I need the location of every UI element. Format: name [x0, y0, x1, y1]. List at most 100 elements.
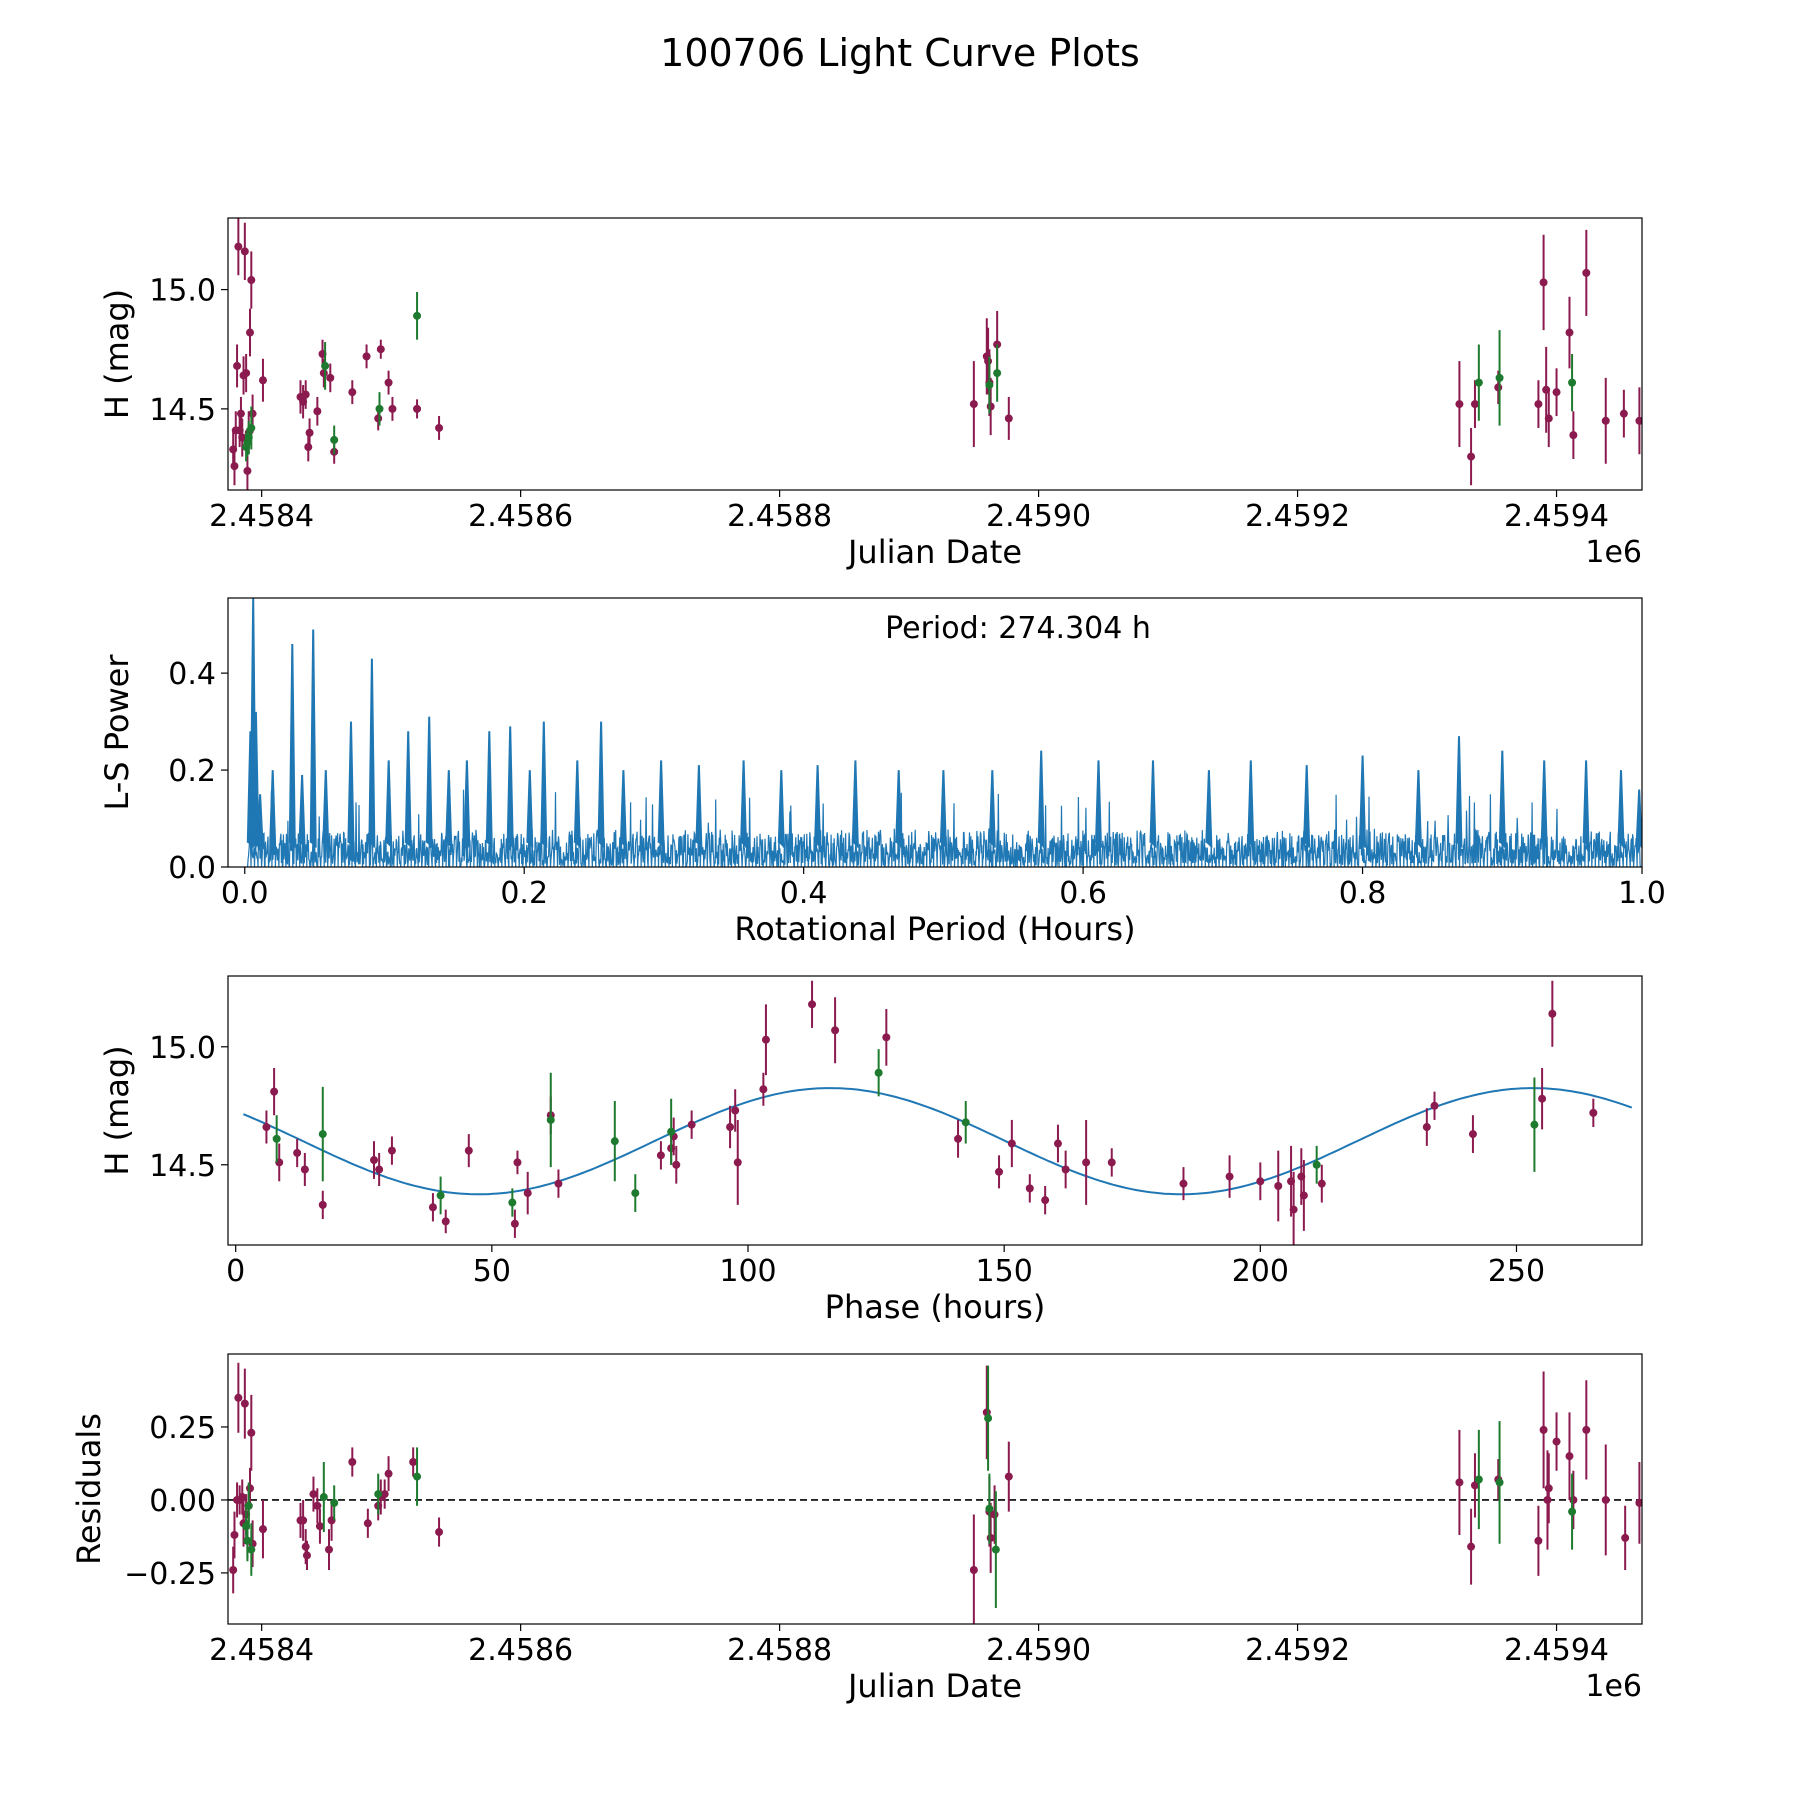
data-point [1004, 1472, 1013, 1481]
data-layer [243, 980, 1633, 1245]
data-point [247, 423, 256, 432]
periodogram-peak [1149, 760, 1157, 848]
x-offset-label: 1e6 [1585, 535, 1642, 570]
periodogram-peak [269, 770, 277, 848]
data-point [387, 1146, 396, 1155]
data-point [984, 357, 993, 366]
axes-frame [227, 217, 1643, 491]
data-point [244, 1501, 253, 1510]
y-tick-label: 15.0 [149, 274, 216, 309]
x-axis-label: Julian Date [846, 1667, 1022, 1705]
periodogram-peak [288, 643, 296, 848]
data-point [240, 247, 249, 256]
data-point [1455, 400, 1464, 409]
data-point [1467, 1542, 1476, 1551]
data-point [247, 1428, 256, 1437]
data-point [1312, 1160, 1321, 1169]
data-point [1025, 1184, 1034, 1193]
data-point [1539, 1425, 1548, 1434]
data-point [1474, 378, 1483, 387]
data-point [969, 400, 978, 409]
periodogram-peak [777, 770, 785, 848]
data-point [1621, 1533, 1630, 1542]
data-point [301, 1542, 310, 1551]
data-point [436, 1191, 445, 1200]
data-point [315, 1522, 324, 1531]
data-point [1544, 414, 1553, 423]
data-point [1474, 1475, 1483, 1484]
data-point [330, 435, 339, 444]
data-layer [229, 218, 1642, 490]
periodogram-peak [1414, 770, 1422, 848]
data-point [1082, 1158, 1091, 1167]
x-tick-label: 2.4586 [468, 1633, 573, 1668]
data-point [238, 1493, 247, 1502]
data-point [1552, 388, 1561, 397]
data-point [236, 409, 245, 418]
data-point [240, 1399, 249, 1408]
periodogram-peak [1205, 770, 1213, 848]
data-point [248, 409, 257, 418]
periodogram-peak [814, 765, 822, 848]
periodogram-peak [368, 658, 376, 848]
periodogram-noise-line [247, 789, 1642, 867]
data-point [374, 1490, 383, 1499]
data-point [464, 1146, 473, 1155]
x-tick-label: 2.4584 [209, 1633, 314, 1668]
periodogram-peak [1540, 760, 1548, 848]
y-axis-label: Residuals [70, 1413, 108, 1565]
data-point [1004, 414, 1013, 423]
axes-frame [227, 1353, 1643, 1625]
data-point [313, 407, 322, 416]
data-point [1582, 1425, 1591, 1434]
data-point [1467, 452, 1476, 461]
data-point [513, 1158, 522, 1167]
data-point [375, 1165, 384, 1174]
data-point [1495, 373, 1504, 382]
periodogram-peak [1359, 755, 1367, 848]
periodogram-peak [526, 770, 534, 848]
y-tick-label: −0.25 [124, 1557, 216, 1592]
data-point [1601, 1495, 1610, 1504]
data-point [986, 402, 995, 411]
data-point [1543, 1495, 1552, 1504]
data-point [1495, 1478, 1504, 1487]
data-point [1494, 383, 1503, 392]
data-point [1256, 1177, 1265, 1186]
data-point [1534, 400, 1543, 409]
periodogram-peak [309, 629, 317, 848]
lightcurve-panel: 2.4584 2.4586 2.4588 2.4590 2.4592 2.4594 14.5… [98, 217, 1643, 571]
data-point [384, 378, 393, 387]
y-tick-label: 0.25 [149, 1411, 216, 1446]
data-point [1569, 1495, 1578, 1504]
data-point [1534, 1536, 1543, 1545]
periodogram-peak [506, 726, 514, 848]
periodogram-peak [740, 760, 748, 848]
periodogram-peak [895, 770, 903, 848]
data-point [318, 1200, 327, 1209]
data-point [309, 1490, 318, 1499]
data-point [233, 361, 242, 370]
data-point [1619, 409, 1628, 418]
y-tick-label: 15.0 [149, 1031, 216, 1066]
data-point [995, 1167, 1004, 1176]
data-point [234, 1393, 243, 1402]
y-axis-label: H (mag) [98, 1045, 136, 1175]
data-point [874, 1068, 883, 1077]
x-tick-label: 2.4590 [986, 499, 1091, 534]
x-tick-label: 200 [1232, 1254, 1289, 1289]
x-tick-label: 2.4590 [986, 1633, 1091, 1668]
x-axis-label: Rotational Period (Hours) [734, 910, 1135, 948]
phased-panel: 0 50 100 150 200 250 14.5 15.0 Phase (hours) H (m… [98, 975, 1643, 1326]
data-point [262, 1123, 271, 1132]
data-point [230, 462, 239, 471]
data-point [272, 1134, 281, 1143]
data-point [293, 1148, 302, 1157]
data-point [1107, 1158, 1116, 1167]
y-tick-label: 0.2 [168, 754, 216, 789]
data-point [247, 276, 256, 285]
periodogram-peak [619, 770, 627, 848]
data-point [243, 1536, 252, 1545]
data-point [318, 1130, 327, 1139]
